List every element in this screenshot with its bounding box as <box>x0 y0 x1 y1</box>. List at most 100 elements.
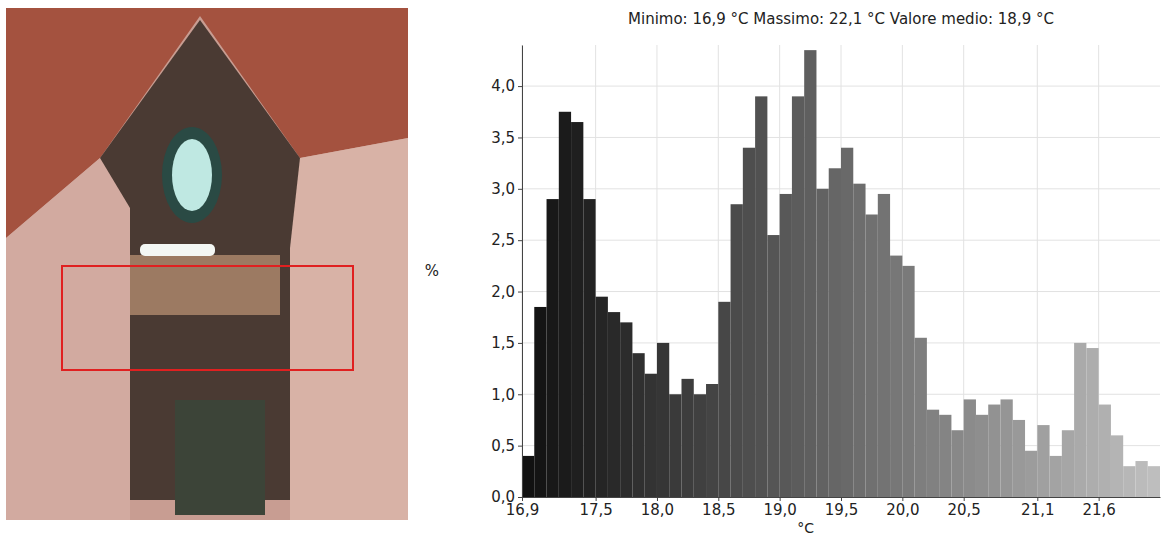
x-tick: 20,5 <box>947 497 980 519</box>
bar <box>1123 466 1135 497</box>
y-tick-mark <box>518 343 522 344</box>
x-tick: 18,5 <box>702 497 735 519</box>
title: Minimo: 16,9 °C Massimo: 22,1 °C Valore … <box>628 10 1054 28</box>
y-tick-mark <box>518 137 522 138</box>
y-tick-mark <box>518 292 522 293</box>
bar <box>890 256 902 497</box>
y-tick-mark <box>518 189 522 190</box>
bar <box>755 96 767 497</box>
bar <box>620 322 632 497</box>
bar <box>694 394 706 497</box>
bar <box>547 199 559 497</box>
bar <box>878 194 890 497</box>
y-tick-label: 2,0 <box>491 283 515 301</box>
x-tick-label: 18,5 <box>702 501 735 519</box>
y-axis: 0,00,51,01,52,02,53,03,54,0 <box>491 46 522 507</box>
y-tick: 0,0 <box>491 488 522 506</box>
bar <box>682 379 694 497</box>
bar <box>988 405 1000 497</box>
bar <box>1148 466 1160 497</box>
canvas: 16,917,518,018,519,019,520,020,521,121,6… <box>0 0 1176 539</box>
x-axis-title: °C <box>797 520 814 536</box>
y-tick-label: 3,5 <box>491 129 515 147</box>
x-tick-label: 18,0 <box>641 501 674 519</box>
bar <box>608 312 620 497</box>
photo <box>6 8 408 520</box>
y-tick: 2,0 <box>491 283 522 301</box>
y-tick-label: 0,0 <box>491 488 515 506</box>
x-tick: 18,0 <box>641 497 674 519</box>
bar <box>583 199 595 497</box>
x-tick-label: 20,5 <box>947 501 980 519</box>
bar <box>706 384 718 497</box>
x-tick: 20,0 <box>886 497 919 519</box>
x-axis: 16,917,518,018,519,019,520,020,521,121,6 <box>506 497 1161 519</box>
y-tick-label: 4,0 <box>491 77 515 95</box>
y-tick: 4,0 <box>491 77 522 95</box>
bar <box>522 456 534 497</box>
y-axis-line <box>522 46 523 498</box>
grid <box>522 45 1160 497</box>
x-tick: 17,5 <box>579 497 612 519</box>
y-tick: 3,5 <box>491 129 522 147</box>
bar <box>645 374 657 497</box>
bar <box>1086 348 1098 497</box>
brick-band <box>120 255 280 315</box>
bar <box>1025 451 1037 497</box>
y-tick: 1,5 <box>491 334 522 352</box>
lamp <box>140 244 215 256</box>
y-tick-mark <box>518 240 522 241</box>
bar <box>951 430 963 497</box>
bar <box>1135 461 1147 497</box>
y-tick: 0,5 <box>491 437 522 455</box>
bars <box>522 50 1160 497</box>
x-tick-label: 17,5 <box>579 501 612 519</box>
x-tick: 21,6 <box>1082 497 1115 519</box>
y-tick-label: 0,5 <box>491 437 515 455</box>
y-tick-mark <box>518 446 522 447</box>
x-tick-label: 19,0 <box>763 501 796 519</box>
x-tick-label: 21,1 <box>1021 501 1054 519</box>
y-tick-mark <box>518 497 522 498</box>
bar <box>927 410 939 497</box>
bar <box>718 302 730 497</box>
y-tick-mark <box>518 86 522 87</box>
floor-objects <box>175 400 265 515</box>
x-tick: 19,0 <box>763 497 796 519</box>
bar <box>669 394 681 497</box>
bar <box>534 307 546 497</box>
bar <box>767 235 779 497</box>
x-tick-label: 21,6 <box>1082 501 1115 519</box>
bar <box>1099 405 1111 497</box>
bar <box>829 168 841 497</box>
y-axis-title: % <box>425 262 439 280</box>
y-tick: 1,0 <box>491 386 522 404</box>
bar <box>780 194 792 497</box>
highlight-box <box>62 266 353 370</box>
bar <box>792 96 804 497</box>
right-wall <box>290 138 408 520</box>
photo-background <box>6 8 408 520</box>
y-tick-label: 3,0 <box>491 180 515 198</box>
bar <box>743 148 755 497</box>
bar <box>1001 399 1013 497</box>
window-glass <box>172 139 212 211</box>
bar <box>976 415 988 497</box>
bar <box>1111 435 1123 497</box>
bar <box>939 415 951 497</box>
bar <box>596 297 608 497</box>
bar <box>1037 425 1049 497</box>
window <box>162 127 222 223</box>
bar <box>841 148 853 497</box>
bar <box>816 189 828 497</box>
x-tick-label: 19,5 <box>825 501 858 519</box>
bar <box>1050 456 1062 497</box>
left-wall <box>6 158 130 520</box>
y-tick-label: 1,5 <box>491 334 515 352</box>
bar <box>1013 420 1025 497</box>
x-tick: 19,5 <box>825 497 858 519</box>
bar <box>853 184 865 497</box>
bar <box>559 112 571 497</box>
bar <box>1074 343 1086 497</box>
bar <box>964 399 976 497</box>
